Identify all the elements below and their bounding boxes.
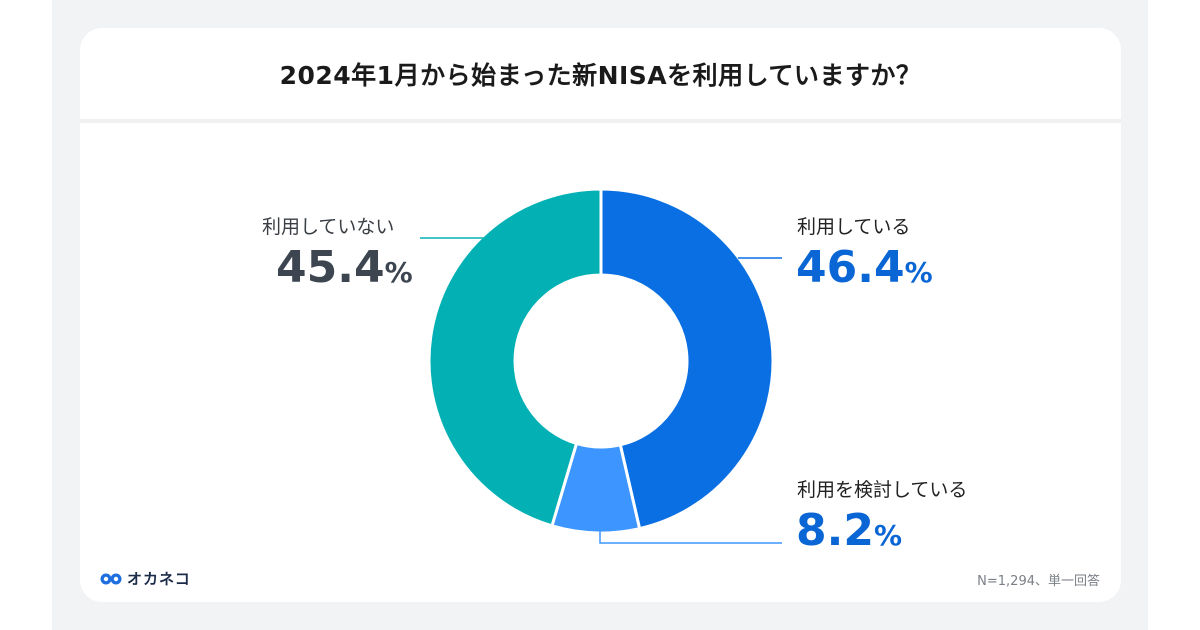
brand-name: オカネコ xyxy=(127,570,191,588)
header-divider xyxy=(80,119,1121,123)
slice-value-considering: 8.2% xyxy=(796,509,902,553)
leader-lines xyxy=(420,237,782,544)
percent-unit: % xyxy=(873,519,903,552)
slice-using xyxy=(599,187,775,531)
slice-value-using: 46.4% xyxy=(796,246,933,290)
card-header: 2024年1月から始まった新NISAを利用していますか？ xyxy=(80,28,1121,120)
chart-title: 2024年1月から始まった新NISAを利用していますか？ xyxy=(279,61,922,90)
slice-label-considering: 利用を検討している xyxy=(797,479,968,501)
sample-footnote: N=1,294、単一回答 xyxy=(977,574,1100,589)
donut-slices xyxy=(427,187,775,535)
slice-value-not-using: 45.4% xyxy=(276,246,413,290)
slice-label-using: 利用している xyxy=(797,216,911,238)
leader-line-considering xyxy=(599,530,782,544)
brand-logo: オカネコ xyxy=(100,568,191,589)
slice-value-considering-number: 8.2 xyxy=(796,505,874,556)
slice-value-using-number: 46.4 xyxy=(796,242,905,293)
slice-not-using xyxy=(427,187,603,528)
percent-unit: % xyxy=(904,256,933,289)
percent-unit: % xyxy=(384,256,413,289)
slice-value-not-using-number: 45.4 xyxy=(276,242,385,293)
slice-label-not-using: 利用していない xyxy=(262,216,395,238)
owl-eyes-logo-icon xyxy=(100,573,122,584)
